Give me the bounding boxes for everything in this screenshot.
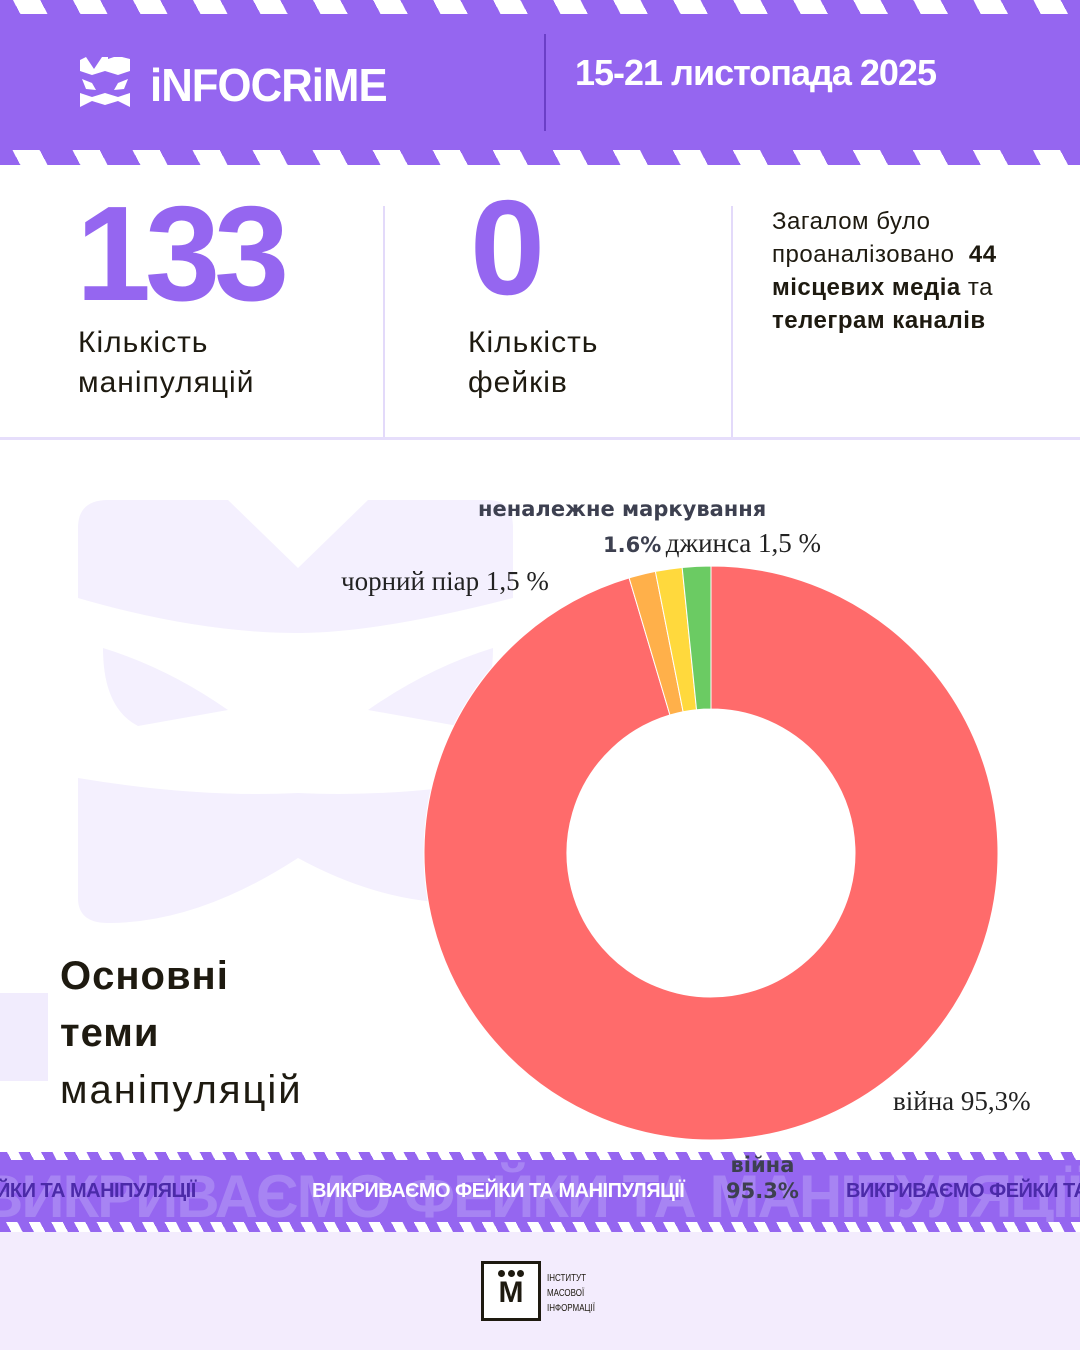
label-jeans: джинса 1,5 % [665,528,822,558]
org-line: ІНСТИТУТ [547,1273,587,1284]
overlay-line: війна [730,1153,795,1177]
decor-block [0,993,48,1081]
ticker-text-center: ВИКРИВАЄМО ФЕЙКИ ТА МАНІПУЛЯЦІЇ [312,1180,685,1202]
imi-logo-text: ІНСТИТУТ МАСОВОЇ ІНФОРМАЦІЇ [547,1271,595,1316]
summary-bold: місцевих медіа [772,274,961,301]
fakes-label: Кількість фейків [468,323,598,403]
label-war: війна 95,3% [893,1086,1031,1116]
title-line: теми [60,1011,160,1055]
header-stripes-top [0,0,1080,14]
date-range: 15-21 листопада 2025 [575,52,937,93]
brand-name: iNFOCRiME [150,59,388,111]
war-overlay-label: війна 95.3% [726,1152,799,1204]
column-divider [731,206,733,438]
summary-line: Загалом було [772,208,931,235]
header-stripes-bottom [0,150,1080,165]
summary-line: проаналізовано [772,241,955,268]
label-line: Кількість [78,326,209,359]
ticker-text-right: ВИКРИВАЄМО ФЕЙКИ ТА МАНІПУЛЯЦІЇ [846,1180,1080,1202]
label-jeans-row: 1.6% джинса 1,5 % [603,528,821,559]
label-line: Кількість [468,326,599,359]
manipulations-count: 133 [76,178,289,329]
media-count: 44 [968,241,997,268]
ticker-background-text: ВИКРИВАЄМО ФЕЙКИ ТА МАНІПУЛЯЦІЇ [0,1163,1080,1222]
column-divider [383,206,385,438]
slice-неналежне-маркування [681,565,712,711]
org-line: МАСОВОЇ [547,1288,585,1299]
summary-line: та [967,274,993,301]
ticker-stripes-top [0,1152,1080,1160]
summary-bold: телеграм каналів [772,307,986,334]
section-title: Основні теми маніпуляцій [60,948,303,1119]
stats-divider [0,437,1080,440]
label-line: маніпуляцій [78,366,255,399]
ticker-band: ВИКРИВАЄМО ФЕЙКИ ТА МАНІПУЛЯЦІЇ ЙКИ ТА М… [0,1160,1080,1222]
header-divider [544,34,546,131]
label-improper-labeling: неналежне маркування [478,497,767,521]
ticker-stripes-bottom [0,1222,1080,1232]
title-line: Основні [60,954,229,998]
fakes-count: 0 [470,172,545,323]
infocrime-logo-icon [80,57,130,107]
overlay-line: 95.3% [726,1179,799,1203]
label-black-pr: чорний піар 1,5 % [341,566,549,596]
label-line: фейків [468,366,568,399]
summary-text: Загалом було проаналізовано 44 місцевих … [772,205,997,337]
improper-labeling-pct: 1.6% [603,533,662,557]
header-banner [0,0,1080,165]
org-line: ІНФОРМАЦІЇ [547,1303,595,1314]
manipulations-label: Кількість маніпуляцій [78,323,254,403]
slice-війна [423,565,999,1141]
title-line: маніпуляцій [60,1068,303,1112]
imi-logo-icon: M [481,1261,541,1321]
ticker-text-left: ЙКИ ТА МАНІПУЛЯЦІЇ [0,1180,196,1202]
watermark-logo-icon [78,500,513,923]
